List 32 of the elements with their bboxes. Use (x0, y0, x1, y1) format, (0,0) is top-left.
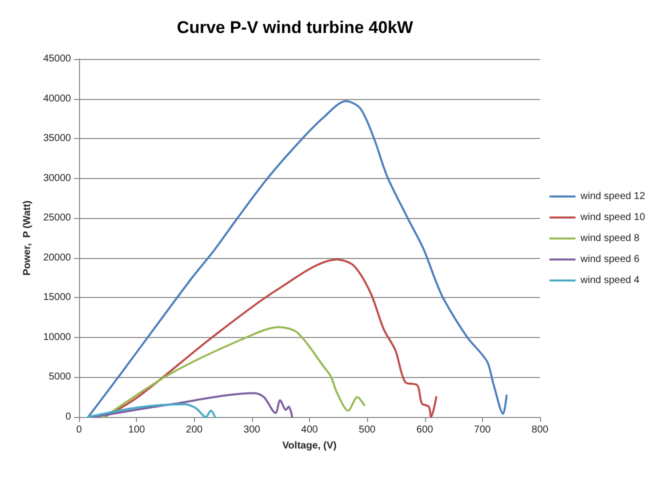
y-tick-label: 35000 (43, 133, 72, 144)
x-tick-label: 600 (416, 424, 434, 436)
y-axis-title: Power, P (Watt) (22, 200, 33, 276)
x-tick-label: 0 (76, 424, 82, 436)
legend-label: wind speed 6 (580, 254, 640, 265)
x-tick-label: 400 (301, 424, 318, 436)
x-axis-title: Voltage, (V) (282, 440, 337, 452)
y-tick-label: 20000 (43, 252, 72, 264)
y-tick-label: 25000 (43, 212, 72, 224)
x-tick-label: 300 (244, 424, 261, 436)
line-series (92, 392, 294, 418)
line-series (103, 326, 366, 418)
x-tick-label: 200 (186, 424, 204, 436)
legend-label: wind speed 10 (580, 212, 646, 223)
line-series (103, 258, 438, 418)
x-tick-label: 700 (474, 424, 492, 436)
x-tick-label: 800 (532, 424, 549, 436)
line-series (87, 403, 216, 418)
line-series (87, 100, 508, 418)
y-tick-label: 0 (65, 412, 72, 422)
y-tick-label: 40000 (43, 93, 72, 104)
legend-label: wind speed 4 (580, 275, 640, 286)
y-tick-label: 10000 (43, 332, 72, 343)
legend-label: wind speed 12 (580, 191, 646, 202)
legend-label: wind speed 8 (580, 233, 640, 244)
x-tick-label: 500 (358, 424, 376, 436)
y-tick-label: 5000 (48, 372, 72, 383)
x-tick-label: 100 (128, 424, 146, 436)
y-tick-label: 15000 (43, 292, 72, 304)
y-tick-label: 45000 (43, 54, 72, 64)
y-tick-label: 30000 (43, 172, 72, 184)
chart-title: Curve P-V wind turbine 40kW (176, 18, 414, 37)
